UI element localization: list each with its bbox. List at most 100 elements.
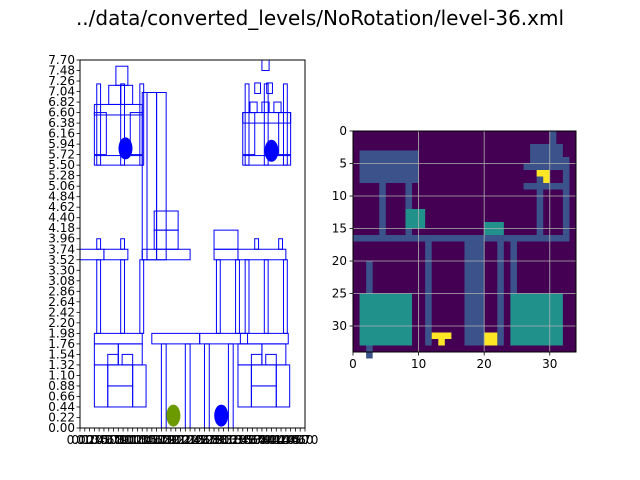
y-tick-label: 5.06 <box>48 179 75 193</box>
heatmap-cell-structure <box>412 157 419 183</box>
y-tick-label: 20 <box>332 254 347 268</box>
y-tick-label: 2.64 <box>48 295 75 309</box>
x-tick-label: 30 <box>542 357 557 371</box>
structure-block <box>141 91 148 261</box>
structure-block <box>237 364 252 408</box>
structure-block <box>235 259 240 334</box>
heatmap-cell-structure <box>497 235 504 346</box>
x-tick-label: 4.30 <box>272 433 299 447</box>
structure-block <box>96 259 102 334</box>
structure-block <box>278 238 284 250</box>
x-tick-label: 4.00 <box>258 433 285 447</box>
structure-block <box>103 248 129 261</box>
y-tick-label: 6.16 <box>48 127 75 141</box>
y-tick-label: 1.10 <box>48 368 75 382</box>
heatmap-cell-object <box>536 170 550 177</box>
y-tick-label: 3.52 <box>48 253 75 267</box>
structure-block <box>199 332 249 345</box>
structure-block <box>282 83 288 166</box>
y-tick-label: 1.32 <box>48 358 75 372</box>
y-tick-label: 0.00 <box>48 421 75 435</box>
structure-block <box>120 238 126 250</box>
structure-block <box>96 83 102 166</box>
x-tick-label: 3.60 <box>239 433 266 447</box>
structure-block <box>254 238 260 250</box>
x-tick-label: 20 <box>477 357 492 371</box>
pig-marker <box>214 404 229 427</box>
y-tick-label: 6.38 <box>48 116 75 130</box>
heatmap-cell-object <box>484 332 498 346</box>
structure-block <box>79 248 105 261</box>
y-tick-label: 3.30 <box>48 263 75 277</box>
structure-block <box>254 82 261 94</box>
y-tick-label: 4.62 <box>48 200 75 214</box>
heatmap-frame <box>352 130 577 353</box>
structure-block <box>203 343 210 429</box>
x-tick-label: 3.70 <box>244 433 271 447</box>
structure-block <box>265 353 277 366</box>
x-tick-label: 1.40 <box>134 433 161 447</box>
x-tick-label: 4.10 <box>263 433 290 447</box>
x-tick-label: 1.00 <box>115 433 142 447</box>
heatmap-cell-ground <box>510 293 563 346</box>
x-tick-label: 0.20 <box>76 433 103 447</box>
structure-block <box>121 353 134 366</box>
x-tick-label: 2.00 <box>162 433 189 447</box>
structure-block <box>107 353 119 366</box>
structure-block <box>282 259 288 334</box>
x-tick-label: 2.40 <box>182 433 209 447</box>
structure-block <box>160 343 167 429</box>
structure-block <box>151 332 201 345</box>
heatmap-cell-structure <box>464 235 485 346</box>
structure-block <box>249 101 258 114</box>
y-tick-label: 30 <box>332 319 347 333</box>
x-tick-label: 3.90 <box>253 433 280 447</box>
structure-block <box>215 259 221 334</box>
y-tick-label: 5.28 <box>48 169 75 183</box>
pig-marker <box>118 137 133 160</box>
x-tick-label: 3.50 <box>234 433 261 447</box>
plot-frame <box>79 59 306 429</box>
structure-plot: 0.000.220.440.660.881.101.321.541.761.98… <box>48 53 318 447</box>
x-tick-label: 4.70 <box>292 433 319 447</box>
y-tick-label: 0 <box>339 124 347 138</box>
pig-marker <box>264 139 279 162</box>
structure-block <box>250 364 277 387</box>
x-tick-label: 3.10 <box>215 433 242 447</box>
structure-block <box>93 332 143 345</box>
structure-block <box>120 84 134 105</box>
structure-block <box>213 229 239 250</box>
x-tick-label: 1.50 <box>138 433 165 447</box>
structure-block <box>227 343 234 429</box>
structure-block <box>263 259 269 334</box>
structure-block <box>273 101 282 114</box>
structure-block <box>132 364 147 408</box>
x-tick-label: 1.90 <box>158 433 185 447</box>
y-tick-label: 7.04 <box>48 85 75 99</box>
y-tick-label: 0.66 <box>48 389 75 403</box>
x-tick-label: 10 <box>411 357 426 371</box>
x-tick-label: 0.00 <box>67 433 94 447</box>
y-tick-label: 7.70 <box>48 53 75 67</box>
y-tick-label: 7.26 <box>48 74 75 88</box>
structure-block <box>93 103 143 116</box>
x-tick-label: 2.30 <box>177 433 204 447</box>
structure-block <box>108 84 122 105</box>
heatmap-plot: 0 10 20 30 0 5 10 15 20 25 30 <box>332 124 577 371</box>
x-tick-label: 0.80 <box>105 433 132 447</box>
y-tick-label: 0.88 <box>48 379 75 393</box>
heatmap-cell-structure <box>523 163 570 170</box>
structure-block <box>115 65 129 86</box>
x-tick-label: 1.60 <box>143 433 170 447</box>
structure-block <box>244 83 250 166</box>
x-tick-label: 4.20 <box>268 433 295 447</box>
y-tick-label: 5.72 <box>48 148 75 162</box>
x-tick-label: 1.70 <box>148 433 175 447</box>
x-tick-label: 2.90 <box>205 433 232 447</box>
structure-block <box>278 112 292 156</box>
structure-block <box>261 101 270 114</box>
y-tick-label: 6.82 <box>48 95 75 109</box>
x-tick-label: 3.40 <box>229 433 256 447</box>
x-tick-label: 2.60 <box>191 433 218 447</box>
